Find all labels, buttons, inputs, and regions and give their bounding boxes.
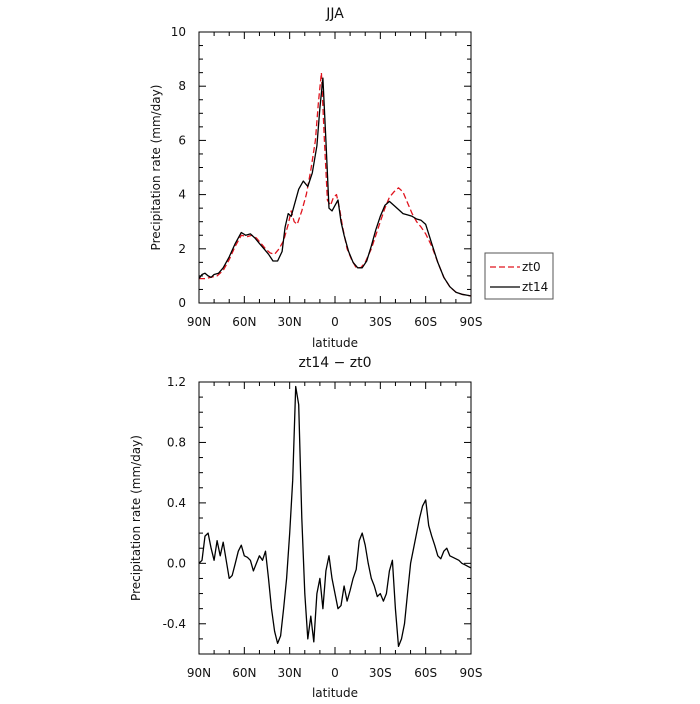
y-tick-label: -0.4 <box>163 617 186 631</box>
x-tick-label: 60S <box>414 666 437 680</box>
y-tick-label: 1.2 <box>167 375 186 389</box>
y-tick-label: 0.0 <box>167 556 186 570</box>
y-tick-label: 8 <box>178 79 186 93</box>
x-tick-label: 30N <box>278 315 302 329</box>
x-tick-label: 30S <box>369 315 392 329</box>
x-tick-label: 90N <box>187 666 211 680</box>
y-tick-label: 0.4 <box>167 496 186 510</box>
y-tick-label: 0 <box>178 296 186 310</box>
y-tick-label: 6 <box>178 133 186 147</box>
legend-label: zt0 <box>522 260 541 274</box>
y-tick-label: 10 <box>171 25 186 39</box>
x-tick-label: 30N <box>278 666 302 680</box>
series-line-zt14 <box>198 77 472 297</box>
series-line-diff <box>198 385 472 648</box>
x-tick-label: 0 <box>331 666 339 680</box>
legend-label: zt14 <box>522 280 548 294</box>
series-line-zt0 <box>199 72 472 297</box>
y-tick-label: 0.8 <box>167 435 186 449</box>
x-tick-label: 60S <box>414 315 437 329</box>
x-axis-label: latitude <box>312 686 358 700</box>
y-tick-label: 4 <box>178 188 186 202</box>
x-tick-label: 90S <box>460 315 483 329</box>
legend: zt0 zt14 <box>484 252 554 300</box>
x-tick-label: 90S <box>460 666 483 680</box>
chart-panel-1: JJA 90N 60N 30N 0 30S 60S 90S 0 2 4 6 8 10 latitude Pre… <box>149 6 554 350</box>
y-tick-label: 2 <box>178 242 186 256</box>
x-tick-label: 60N <box>232 315 256 329</box>
plot-frame <box>198 381 472 655</box>
legend-box <box>484 252 554 300</box>
chart-title: JJA <box>325 6 344 22</box>
plot-frame <box>198 31 472 304</box>
chart-title: zt14 − zt0 <box>298 355 371 371</box>
chart-panel-2: zt14 − zt0 90N 60N 30N 0 30S 60S 90S -0.4 0.0 0.4 0… <box>129 355 482 700</box>
x-axis-label: latitude <box>312 336 358 350</box>
y-axis-label: Precipitation rate (mm/day) <box>129 435 143 601</box>
x-tick-label: 30S <box>369 666 392 680</box>
y-axis-label: Precipitation rate (mm/day) <box>149 85 163 251</box>
x-tick-label: 60N <box>232 666 256 680</box>
x-tick-label: 90N <box>187 315 211 329</box>
x-tick-label: 0 <box>331 315 339 329</box>
